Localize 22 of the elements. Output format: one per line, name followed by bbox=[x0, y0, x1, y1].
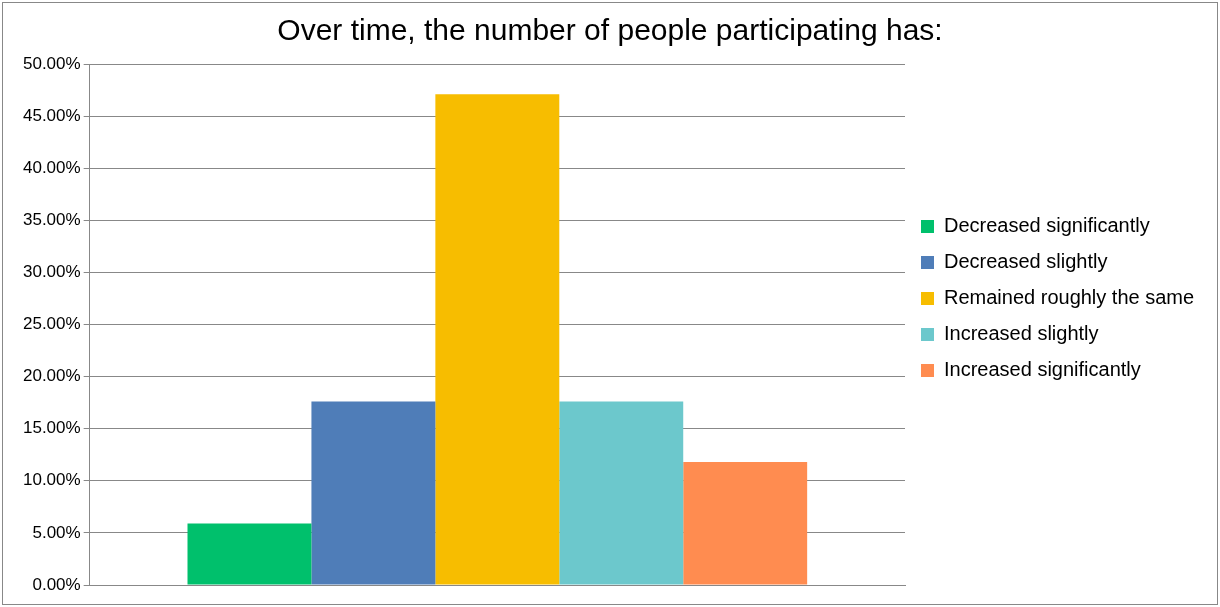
y-tick-label: 5.00% bbox=[32, 522, 81, 542]
y-tick-label: 35.00% bbox=[22, 209, 81, 229]
bar bbox=[187, 523, 312, 585]
y-tick-label: 10.00% bbox=[22, 470, 81, 490]
y-tick-label: 15.00% bbox=[22, 418, 81, 438]
bar bbox=[435, 94, 560, 585]
bar bbox=[559, 401, 684, 585]
legend-label: Increased slightly bbox=[944, 322, 1099, 345]
y-tick-label: 20.00% bbox=[22, 366, 81, 386]
legend-label: Decreased significantly bbox=[944, 214, 1150, 237]
legend-label: Decreased slightly bbox=[944, 250, 1108, 273]
chart-title: Over time, the number of people participating has: bbox=[277, 13, 943, 47]
y-tick-label: 45.00% bbox=[22, 105, 81, 125]
y-tick-label: 0.00% bbox=[32, 574, 81, 594]
y-tick-label: 40.00% bbox=[22, 157, 81, 177]
bar bbox=[311, 401, 436, 585]
legend-label: Remained roughly the same bbox=[944, 286, 1195, 309]
legend-label: Increased significantly bbox=[944, 358, 1141, 381]
y-tick-label: 50.00% bbox=[22, 53, 81, 73]
y-tick-label: 30.00% bbox=[22, 262, 81, 282]
y-tick-label: 25.00% bbox=[22, 314, 81, 334]
bar bbox=[683, 462, 808, 585]
